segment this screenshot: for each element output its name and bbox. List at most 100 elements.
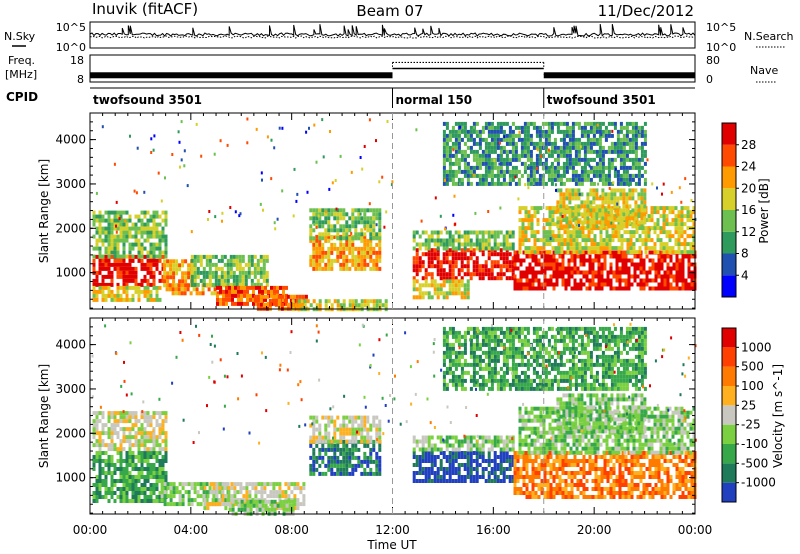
- power-ytick-0: 1000: [55, 266, 86, 280]
- time-tick-2: 08:00: [274, 523, 309, 537]
- velocity-region-11: [556, 393, 647, 434]
- station-title: Inuvik (fitACF): [92, 0, 198, 18]
- noise-search-label: N.Search: [744, 30, 794, 43]
- power-colorbar: 4 8 12 16 20 24 28: [721, 122, 756, 298]
- power-ytick-2: 3000: [55, 177, 86, 191]
- time-tick-5: 20:00: [577, 523, 612, 537]
- velocity-cbar-seg-8: [722, 328, 736, 348]
- power-ytick-3: 4000: [55, 133, 86, 147]
- power-cbar-seg-6: [722, 144, 736, 167]
- power-region-13: [412, 279, 470, 300]
- power-cbar-tick-6: 28: [741, 138, 756, 152]
- freq-band-0: [90, 72, 393, 79]
- nave-label: Nave: [750, 64, 778, 77]
- power-cbar-seg-7: [722, 123, 736, 145]
- beam-title: Beam 07: [356, 2, 423, 20]
- velocity-heatmap: [91, 322, 697, 516]
- noise-right-tick-bottom: 10^0: [706, 41, 736, 54]
- velocity-cbar-seg-5: [722, 386, 736, 406]
- power-scatter: [95, 117, 697, 241]
- freq-nave-traces: [90, 61, 695, 79]
- time-tick-4: 16:00: [476, 523, 511, 537]
- velocity-region-9: [513, 451, 697, 499]
- power-cbar-seg-2: [722, 231, 736, 254]
- velocity-region-7: [412, 451, 515, 483]
- freq-left-tick-top: 18: [70, 54, 84, 67]
- velocity-ytick-2: 3000: [55, 382, 86, 396]
- cpid-mode-1: normal 150: [396, 93, 473, 107]
- velocity-cbar-tick-1: 500: [741, 360, 764, 374]
- noise-search-trace: [90, 35, 696, 39]
- velocity-cbar-seg-6: [722, 366, 736, 386]
- time-axis-ticks: 00:00 04:00 08:00 12:00 16:00 20:00 00:00: [73, 523, 713, 537]
- velocity-cbar-tick-7: -1000: [741, 476, 776, 490]
- power-region-17: [442, 121, 647, 186]
- velocity-cbar-tick-0: 1000: [741, 340, 772, 354]
- power-cbar-seg-4: [722, 188, 736, 210]
- velocity-cbar-tick-6: -500: [741, 456, 768, 470]
- power-region-11: [412, 248, 515, 281]
- velocity-ytick-3: 4000: [55, 338, 86, 352]
- power-cbar-tick-4: 20: [741, 181, 756, 195]
- nave-right-tick-top: 80: [706, 54, 720, 67]
- time-tick-6: 00:00: [678, 523, 713, 537]
- velocity-cbar-seg-0: [722, 482, 736, 502]
- power-cbar-seg-0: [722, 275, 736, 297]
- velocity-cbar-seg-7: [722, 347, 736, 367]
- nave-right-tick-bottom: 0: [706, 73, 713, 86]
- velocity-cbar-tick-2: 100: [741, 379, 764, 393]
- power-cbar-tick-3: 16: [741, 203, 756, 217]
- power-region-1: [92, 210, 168, 259]
- power-colorbar-label: Power [dB]: [757, 178, 771, 243]
- velocity-cbar-tick-5: -100: [741, 437, 768, 451]
- velocity-region-6: [309, 415, 382, 444]
- power-region-0: [92, 254, 165, 287]
- freq-label-bottom: [MHz]: [5, 68, 37, 81]
- velocity-colorbar: 1000 500 100 25 -25 -100 -500 -1000: [721, 327, 776, 503]
- velocity-colorbar-label: Velocity [m s^-1]: [771, 364, 785, 468]
- time-axis-label: Time UT: [366, 538, 417, 552]
- velocity-region-1: [92, 411, 168, 452]
- velocity-ylabel: Slant Range [km]: [37, 364, 51, 468]
- velocity-cbar-tick-3: 25: [741, 398, 756, 412]
- velocity-scatter: [91, 322, 697, 445]
- velocity-region-12: [442, 326, 647, 391]
- velocity-region-5: [309, 439, 382, 476]
- cpid-modes: twofsound 3501 normal 150 twofsound 3501: [93, 88, 656, 108]
- cpid-mode-0: twofsound 3501: [93, 93, 202, 107]
- velocity-axes: 1000 2000 3000 4000: [55, 318, 696, 514]
- power-cbar-tick-1: 8: [741, 247, 749, 261]
- noise-sky-trace: [89, 23, 696, 37]
- freq-left-tick-bottom: 8: [77, 73, 84, 86]
- power-cbar-seg-3: [722, 210, 736, 232]
- power-region-2: [92, 285, 162, 302]
- noise-left-tick-bottom: 10^0: [56, 41, 86, 54]
- noise-left-tick-top: 10^5: [56, 21, 86, 34]
- velocity-ytick-0: 1000: [55, 471, 86, 485]
- cpid-label: CPID: [6, 90, 38, 104]
- velocity-cbar-tick-4: -25: [741, 418, 761, 432]
- power-cbar-tick-5: 24: [741, 160, 756, 174]
- velocity-region-8: [412, 435, 515, 452]
- velocity-cbar-seg-1: [722, 463, 736, 483]
- freq-panel-frame: [89, 54, 696, 83]
- power-cbar-tick-2: 12: [741, 225, 756, 239]
- velocity-cbar-seg-2: [722, 444, 736, 464]
- noise-right-tick-top: 10^5: [706, 21, 736, 34]
- date-title: 11/Dec/2012: [598, 2, 694, 20]
- noise-sky-label: N.Sky: [4, 30, 36, 43]
- freq-band-2: [543, 72, 695, 79]
- power-ylabel: Slant Range [km]: [37, 159, 51, 263]
- power-cbar-seg-5: [722, 166, 736, 189]
- velocity-cbar-seg-3: [722, 424, 736, 444]
- power-region-5: [190, 254, 269, 287]
- velocity-ytick-1: 2000: [55, 426, 86, 440]
- velocity-region-0: [92, 451, 168, 503]
- velocity-cbar-seg-4: [722, 405, 736, 425]
- power-region-12: [412, 230, 515, 251]
- freq-label-top: Freq.: [8, 54, 35, 67]
- cpid-mode-2: twofsound 3501: [547, 93, 656, 107]
- power-heatmap: [92, 117, 697, 312]
- power-cbar-tick-0: 4: [741, 268, 749, 282]
